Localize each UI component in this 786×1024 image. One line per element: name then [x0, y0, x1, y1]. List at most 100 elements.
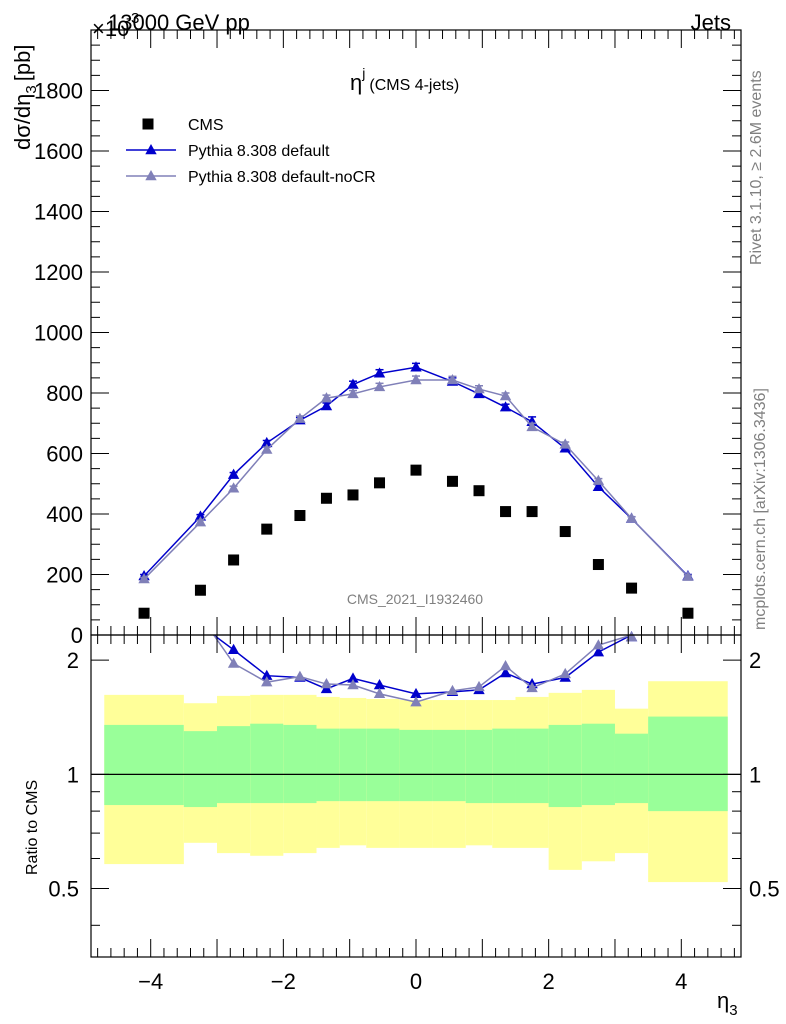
ratio-point: [473, 680, 485, 692]
stat-uncertainty-band: [339, 728, 367, 802]
x-axis-label: η3: [717, 988, 738, 1019]
data-point: [320, 400, 333, 411]
x-tick-label: 4: [675, 969, 687, 994]
data-point: [261, 443, 273, 454]
ratio-series-1: [213, 631, 638, 707]
data-point: [410, 464, 422, 476]
data-point: [194, 584, 206, 596]
data-point: [194, 516, 207, 527]
data-point: [228, 554, 240, 566]
y-axis-label: dσ/dη3[pb]: [10, 45, 40, 150]
ratio-point: [499, 667, 512, 678]
ratio-point: [227, 643, 240, 654]
process-label: Jets: [691, 10, 731, 35]
data-point: [294, 412, 306, 423]
data-point: [446, 373, 459, 385]
data-point: [559, 438, 571, 449]
stat-uncertainty-band: [614, 733, 649, 804]
ratio-y-tick-label: 1: [67, 762, 79, 787]
data-point: [473, 485, 485, 497]
data-point: [410, 361, 422, 372]
stat-uncertainty-band: [104, 724, 184, 806]
mcplots-label: mcplots.cern.ch [arXiv:1306.3436]: [752, 388, 769, 630]
stat-uncertainty-band: [283, 724, 317, 804]
data-point: [682, 607, 694, 619]
data-point: [446, 475, 458, 487]
ratio-y-tick-label: 2: [67, 648, 79, 673]
series-2: [138, 373, 694, 584]
plot-title: ηj(CMS 4-jets): [350, 65, 459, 95]
ratio-point: [261, 669, 273, 680]
data-point: [682, 570, 694, 581]
data-point: [138, 607, 150, 619]
ratio-point: [294, 670, 306, 681]
ratio-point: [559, 667, 571, 679]
main-plot-layer: [138, 361, 694, 619]
x-tick-label: 0: [410, 969, 422, 994]
stat-uncertainty-band: [581, 723, 615, 806]
data-point: [625, 512, 638, 523]
series-line: [143, 379, 689, 580]
exponent-power: -3: [126, 10, 139, 27]
data-point: [347, 489, 359, 501]
legend-label: Pythia 8.308 default-noCR: [188, 169, 376, 186]
ratio-point: [410, 687, 422, 699]
ratio-axis-label: Ratio to CMS: [24, 780, 41, 875]
legend-marker: [145, 170, 157, 181]
data-point: [500, 506, 512, 518]
ratio-point: [592, 646, 605, 657]
data-point: [261, 523, 273, 535]
data-point: [373, 367, 386, 378]
data-point: [194, 510, 207, 521]
stat-uncertainty-band: [548, 724, 582, 808]
data-point: [499, 390, 512, 401]
data-point: [592, 480, 605, 491]
legend-marker: [142, 118, 154, 130]
y-tick-label: 400: [46, 502, 83, 527]
data-point: [526, 506, 538, 518]
rivet-label: Rivet 3.1.10, ≥ 2.6M events: [748, 70, 765, 265]
ratio-point: [347, 679, 359, 690]
data-point: [473, 383, 485, 394]
y-tick-label: 0: [71, 623, 83, 648]
y-tick-label: 1600: [34, 139, 83, 164]
x-tick-label: −4: [138, 969, 163, 994]
ratio-y-tick-label: 2: [749, 648, 761, 673]
stat-uncertainty-band: [648, 716, 728, 812]
stat-uncertainty-band: [366, 728, 400, 802]
stat-uncertainty-band: [465, 729, 493, 804]
y-tick-label: 1800: [34, 79, 83, 104]
ratio-y-tick-label: 0.5: [48, 877, 79, 902]
axes-layer: 0 200 400 600 800 1000 1200 1400 1600 1800 0.5 0.5 1…: [34, 29, 780, 994]
ratio-y-tick-label: 1: [749, 762, 761, 787]
ratio-point: [261, 676, 273, 687]
data-point: [227, 482, 240, 493]
data-point: [526, 420, 538, 432]
data-point: [626, 582, 638, 594]
ratio-y-tick-label: 0.5: [749, 877, 780, 902]
data-point: [499, 401, 512, 412]
ratio-point: [592, 639, 605, 650]
energy-label: 13000 GeV pp: [108, 10, 250, 35]
data-point: [320, 492, 332, 504]
data-point: [227, 468, 240, 479]
data-point: [294, 510, 306, 522]
y-tick-label: 1400: [34, 200, 83, 225]
data-point: [347, 378, 359, 389]
stat-uncertainty-band: [399, 729, 433, 802]
data-point: [138, 573, 150, 584]
stat-uncertainty-band: [492, 728, 516, 804]
stat-uncertainty-band: [217, 726, 251, 804]
legend-label: CMS: [188, 117, 224, 134]
analysis-watermark: CMS_2021_I1932460: [347, 591, 483, 607]
data-point: [374, 477, 386, 489]
data-point: [559, 526, 571, 538]
ratio-point: [446, 684, 459, 696]
ratio-uncertainty-bands: [104, 681, 728, 883]
ratio-point: [410, 696, 422, 707]
legend-marker: [145, 144, 157, 155]
stat-uncertainty-band: [250, 723, 284, 804]
data-point: [320, 392, 333, 403]
ratio-point: [373, 679, 386, 690]
y-tick-label: 800: [46, 381, 83, 406]
